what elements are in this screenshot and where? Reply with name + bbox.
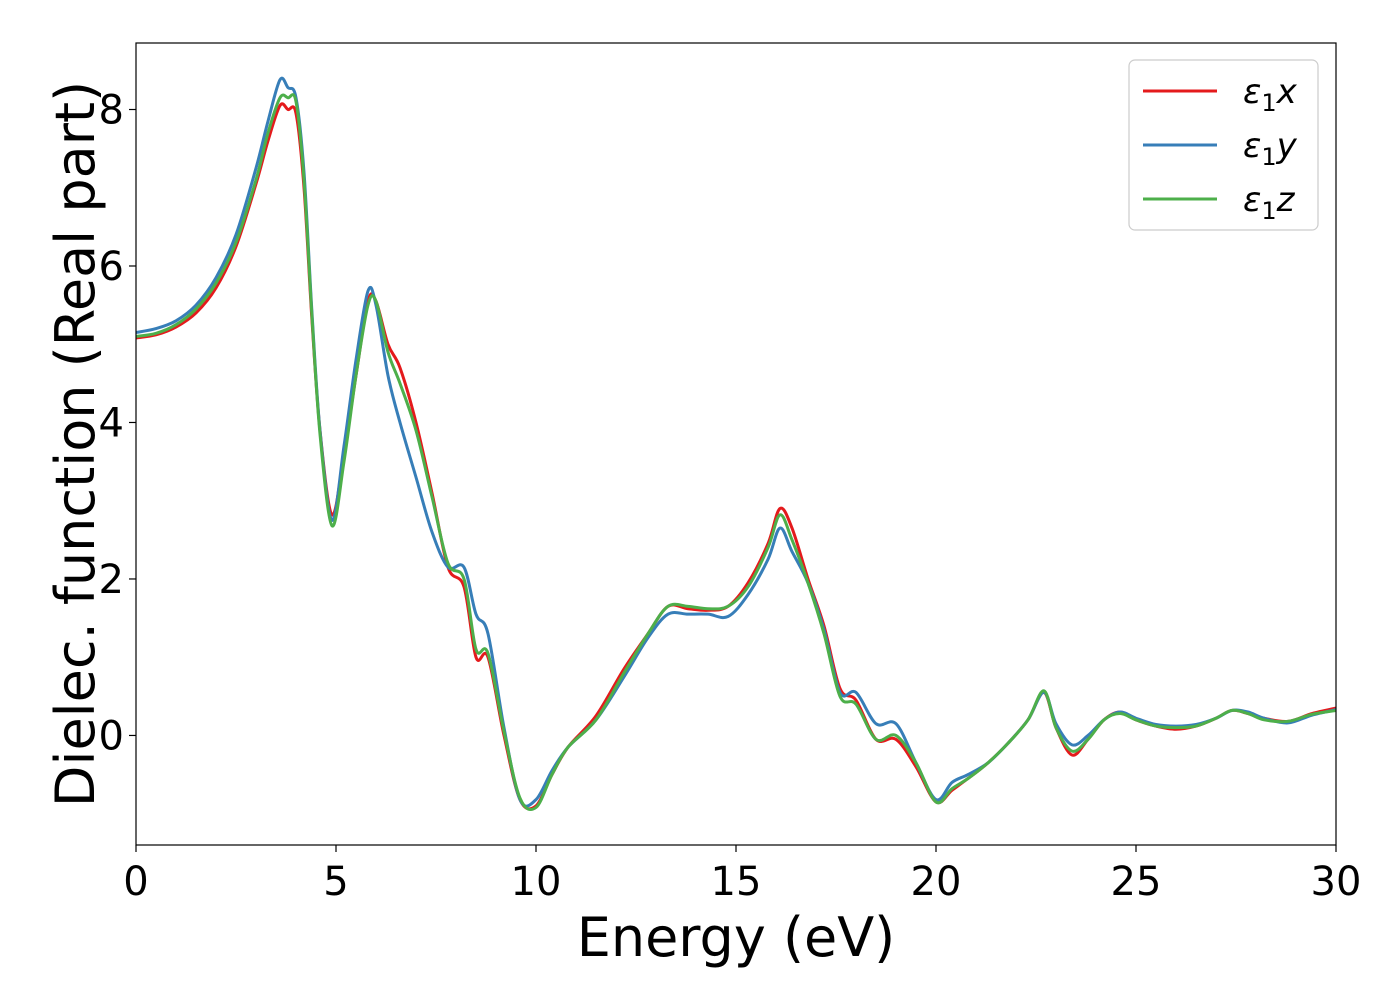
x-tick-label: 25	[1111, 859, 1162, 905]
legend-label-variable: x	[1276, 72, 1298, 112]
legend-frame	[1128, 59, 1319, 231]
y-tick-label: 2	[99, 557, 124, 603]
legend-label-variable: y	[1276, 126, 1298, 166]
legend-label-symbol: ε	[1243, 126, 1261, 166]
x-tick-label: 30	[1311, 859, 1362, 905]
x-axis-label: Energy (eV)	[577, 906, 896, 969]
legend-label-subscript: 1	[1261, 197, 1276, 225]
legend-label-variable: z	[1276, 180, 1296, 220]
legend-label: ε1z	[1243, 180, 1296, 225]
legend-item-z: ε1z	[1143, 180, 1296, 225]
y-axis-label: Dielec. function (Real part)	[44, 81, 107, 807]
y-tick-label: 8	[99, 88, 124, 134]
x-tick-label: 10	[511, 859, 562, 905]
y-tick-label: 0	[99, 713, 124, 759]
legend-item-x: ε1x	[1143, 72, 1298, 117]
x-tick-label: 20	[911, 859, 962, 905]
series-layer	[136, 76, 1336, 812]
x-tick-label: 5	[323, 859, 348, 905]
legend-item-y: ε1y	[1143, 126, 1298, 171]
x-tick-label: 15	[711, 859, 762, 905]
y-tick-label: 4	[99, 400, 124, 446]
y-tick-label: 6	[99, 244, 124, 290]
x-tick-label: 0	[123, 859, 148, 905]
series-line-z	[136, 93, 1336, 812]
legend-label-symbol: ε	[1243, 72, 1261, 112]
legend-label: ε1y	[1243, 126, 1298, 171]
legend-label: ε1x	[1243, 72, 1298, 117]
legend-label-symbol: ε	[1243, 180, 1261, 220]
legend-label-subscript: 1	[1261, 89, 1276, 117]
y-axis-ticks: 0 2 4 6 8	[99, 88, 136, 759]
x-axis-ticks: 0 5 10 15 20 25 30	[123, 845, 1361, 905]
legend-label-subscript: 1	[1261, 143, 1276, 171]
